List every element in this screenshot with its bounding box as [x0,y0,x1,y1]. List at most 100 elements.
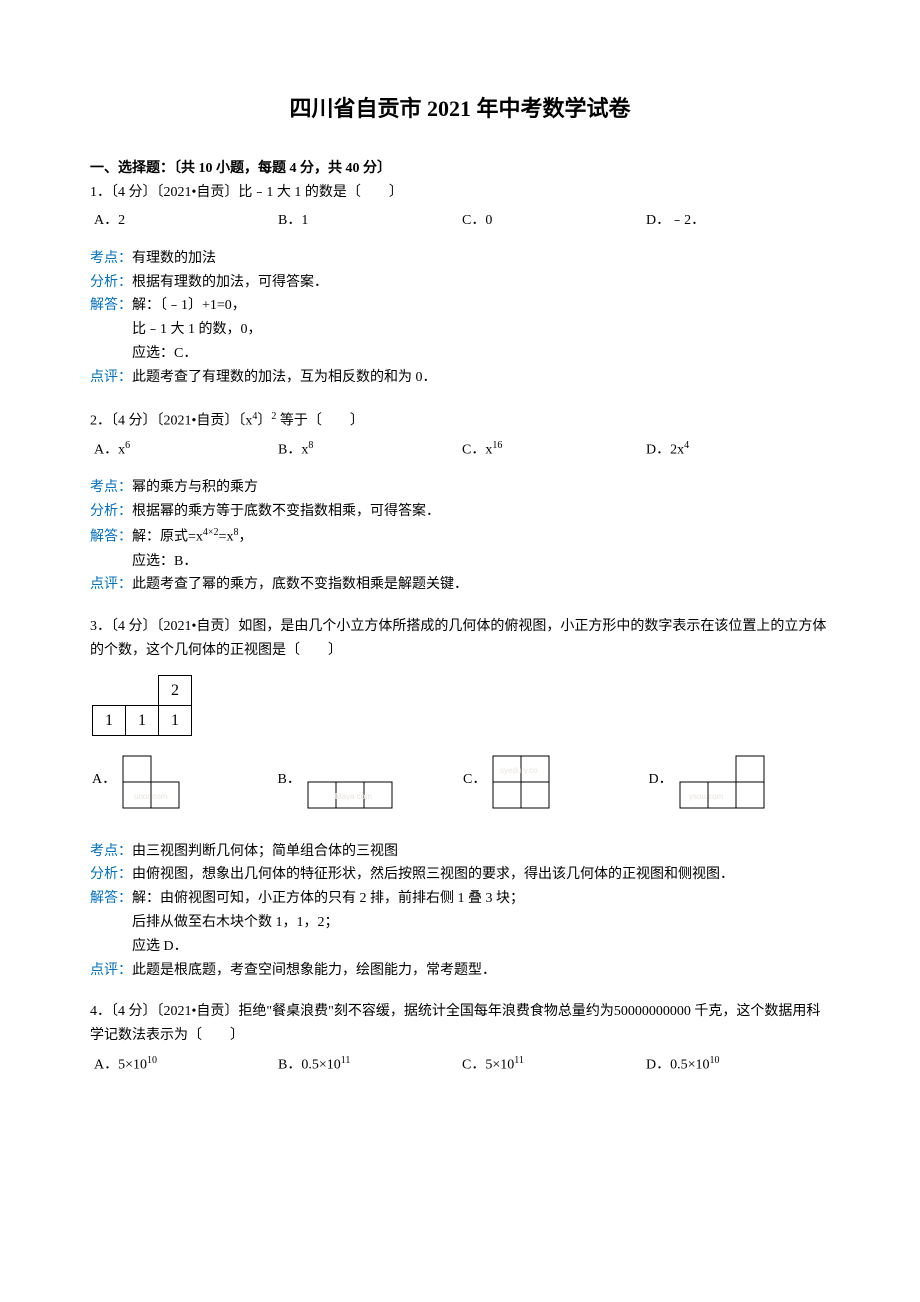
exam-title: 四川省自贡市 2021 年中考数学试卷 [90,90,830,127]
q2-c-sup: 16 [492,440,502,451]
q2-stem-suf: 等于〔 〕 [276,413,364,428]
q3-c-figure: syedu y.co [492,755,578,818]
tv-cell-2: 2 [159,675,192,705]
q4-a-sup: 10 [147,1055,157,1066]
q2-options: A．x6 B．x8 C．x16 D．2x4 [94,437,830,462]
front-view-c-icon: syedu y.co [492,755,578,809]
dianping-label: 点评： [90,963,132,978]
kaodian-label: 考点： [90,844,132,859]
tv-empty [126,675,159,705]
q4-c-sup: 11 [514,1055,524,1066]
q4-d-sup: 10 [710,1055,720,1066]
q3-d-figure: ysou.com [679,755,765,818]
q3-choice-c: C． syedu y.co [463,755,645,818]
q2-jd1-suf: ， [238,530,252,545]
q3-fx-text: 由俯视图，想象出几何体的特征形状，然后按照三视图的要求，得出该几何体的正视图和侧… [132,867,734,882]
q3-top-view: 2 1 1 1 [90,675,192,736]
q4-b-pre: B．0.5×10 [278,1058,341,1073]
q4-d-pre: D．0.5×10 [646,1058,710,1073]
q2-stem-mid: 〕 [257,413,271,428]
q2-jd2: 应选：B． [90,550,830,574]
front-view-b-icon: Maya com [307,781,393,809]
q2-d-sup: 4 [684,440,689,451]
q1-stem: 1．〔4 分〕〔2021•自贡〕比﹣1 大 1 的数是〔 〕 [90,181,830,205]
kaodian-label: 考点： [90,480,132,495]
q1-kaodian: 考点：有理数的加法 [90,247,830,271]
q3-dp-text: 此题是根底题，考查空间想象能力，绘图能力，常考题型． [132,963,496,978]
q3-b-label: B． [278,768,301,818]
q2-jd1-mid: =x [219,530,234,545]
q3-dianping: 点评：此题是根底题，考查空间想象能力，绘图能力，常考题型． [90,959,830,983]
q1-jd1: 解：〔﹣1〕+1=0， [132,298,246,313]
tv-cell-1a: 1 [93,705,126,735]
q4-a-pre: A．5×10 [94,1058,147,1073]
q2-stem-pre: 2．〔4 分〕〔2021•自贡〕〔x [90,413,252,428]
svg-text:Maya com: Maya com [335,792,372,801]
front-view-a-icon: uoor com [122,755,208,809]
q1-opt-c: C．0 [462,209,646,233]
tv-empty [93,675,126,705]
svg-text:syedu y.co: syedu y.co [500,766,538,775]
kaodian-label: 考点： [90,251,132,266]
front-view-d-icon: ysou.com [679,755,765,809]
q2-opt-b: B．x8 [278,437,462,462]
svg-text:uoor com: uoor com [134,792,168,801]
q2-dianping: 点评：此题考查了幂的乘方，底数不变指数相乘是解题关键． [90,573,830,597]
q1-jieda-1: 解答：解：〔﹣1〕+1=0， [90,294,830,318]
q3-b-figure: Maya com [307,781,393,818]
q4-b-sup: 11 [341,1055,351,1066]
q3-d-label: D． [649,768,673,818]
q3-kaodian: 考点：由三视图判断几何体；简单组合体的三视图 [90,840,830,864]
q2-a-sup: 6 [125,440,130,451]
q1-options: A．2 B．1 C．0 D．﹣2． [94,209,830,233]
tv-cell-1c: 1 [159,705,192,735]
jieda-label: 解答： [90,530,132,545]
jieda-label: 解答： [90,891,132,906]
q3-a-figure: uoor com [122,755,208,818]
jieda-label: 解答： [90,298,132,313]
dianping-label: 点评： [90,577,132,592]
q1-kd-text: 有理数的加法 [132,251,216,266]
top-view-table: 2 1 1 1 [92,675,192,736]
q2-a-pre: A．x [94,443,125,458]
q1-opt-d: D．﹣2． [646,209,830,233]
q3-c-label: C． [463,768,486,818]
q1-fx-text: 根据有理数的加法，可得答案． [132,275,328,290]
q3-fenxi: 分析：由俯视图，想象出几何体的特征形状，然后按照三视图的要求，得出该几何体的正视… [90,863,830,887]
q2-opt-a: A．x6 [94,437,278,462]
q4-options: A．5×1010 B．0.5×1011 C．5×1011 D．0.5×1010 [94,1052,830,1077]
q3-jd2: 后排从做至右木块个数 1，1，2； [90,911,830,935]
q2-kd-text: 幂的乘方与积的乘方 [132,480,258,495]
svg-text:ysou.com: ysou.com [689,792,724,801]
q2-opt-d: D．2x4 [646,437,830,462]
fenxi-label: 分析： [90,275,132,290]
q4-stem: 4．〔4 分〕〔2021•自贡〕拒绝"餐桌浪费"刻不容缓，据统计全国每年浪费食物… [90,1000,830,1048]
q2-kaodian: 考点：幂的乘方与积的乘方 [90,476,830,500]
q4-opt-a: A．5×1010 [94,1052,278,1077]
q1-jd2: 比﹣1 大 1 的数，0， [90,318,830,342]
fenxi-label: 分析： [90,504,132,519]
q3-choice-b: B． Maya com [278,768,460,818]
q2-b-sup: 8 [308,440,313,451]
q4-c-pre: C．5×10 [462,1058,514,1073]
q1-fenxi: 分析：根据有理数的加法，可得答案． [90,271,830,295]
q2-d-pre: D．2x [646,443,684,458]
q3-choice-a: A． uoor com [92,755,274,818]
q2-fx-text: 根据幂的乘方等于底数不变指数相乘，可得答案． [132,504,440,519]
q3-stem: 3．〔4 分〕〔2021•自贡〕如图，是由几个小立方体所搭成的几何体的俯视图，小… [90,615,830,663]
q3-choices: A． uoor com B． Maya com C． [92,755,830,818]
section-1-header: 一、选择题：〔共 10 小题，每题 4 分，共 40 分〕 [90,157,830,181]
q2-jd1-s1: 4×2 [203,527,219,538]
q1-opt-a: A．2 [94,209,278,233]
q2-jieda-1: 解答：解：原式=x4×2=x8， [90,524,830,549]
q2-b-pre: B．x [278,443,308,458]
q3-kd-text: 由三视图判断几何体；简单组合体的三视图 [132,844,398,859]
q4-opt-b: B．0.5×1011 [278,1052,462,1077]
q3-choice-d: D． ysou.com [649,755,831,818]
q4-opt-c: C．5×1011 [462,1052,646,1077]
tv-cell-1b: 1 [126,705,159,735]
q1-dianping: 点评：此题考查了有理数的加法，互为相反数的和为 0． [90,366,830,390]
q2-opt-c: C．x16 [462,437,646,462]
q1-opt-b: B．1 [278,209,462,233]
dianping-label: 点评： [90,370,132,385]
